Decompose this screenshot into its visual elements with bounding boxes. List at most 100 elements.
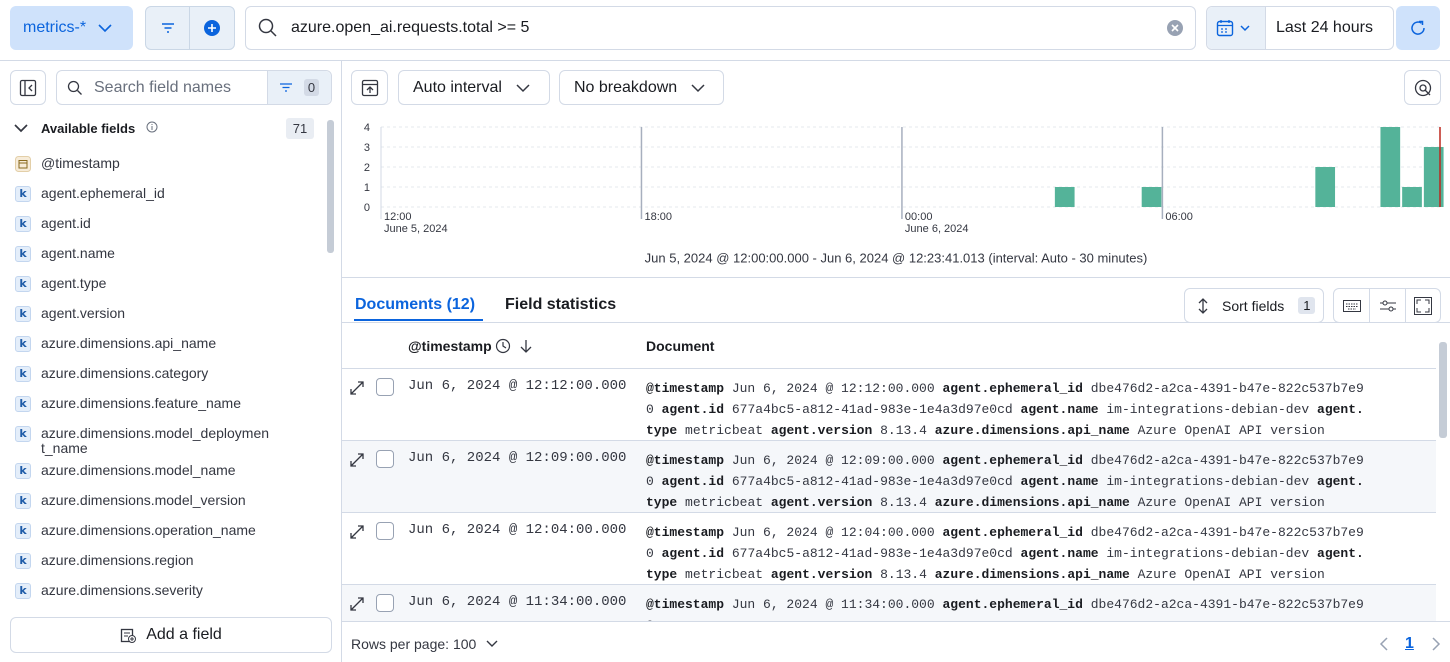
add-field-icon xyxy=(121,628,137,643)
field-item[interactable]: k azure.dimensions.feature_name xyxy=(10,389,322,419)
row-checkbox[interactable] xyxy=(376,378,394,396)
keyboard-button[interactable] xyxy=(1334,289,1370,322)
field-item[interactable]: k agent.name xyxy=(10,239,322,269)
display-settings-button[interactable] xyxy=(1370,289,1406,322)
field-value: 677a4bc5-a812-41ad-983e-1e4a3d97e0cd xyxy=(731,474,1013,489)
bar xyxy=(1402,187,1422,207)
column-header-document[interactable]: Document xyxy=(646,338,715,354)
field-value: dbe476d2-a2ca-4391-b47e-822c537b7e90 xyxy=(646,525,1364,561)
field-item[interactable]: k agent.version xyxy=(10,299,322,329)
sidebar-border xyxy=(341,61,342,662)
date-token xyxy=(15,156,31,172)
field-item[interactable]: k azure.dimensions.model_name xyxy=(10,456,322,486)
field-name: agent.type xyxy=(41,275,107,291)
field-item[interactable]: k agent.type xyxy=(10,269,322,299)
field-item[interactable]: k agent.ephemeral_id xyxy=(10,179,322,209)
field-key: agent.version xyxy=(770,423,873,438)
filter-menu-button[interactable] xyxy=(146,7,190,49)
field-item[interactable]: k azure.dimensions.model_version xyxy=(10,486,322,516)
quick-select-button[interactable] xyxy=(1207,7,1266,49)
filter-icon xyxy=(279,83,292,92)
collapse-sidebar-button[interactable] xyxy=(10,70,46,105)
refresh-button[interactable] xyxy=(1396,6,1440,50)
field-search[interactable]: Search field names 0 xyxy=(56,70,332,105)
sort-fields-button[interactable]: Sort fields 1 xyxy=(1184,288,1324,323)
data-view-button[interactable]: metrics-* xyxy=(10,6,133,50)
document-summary: @timestamp Jun 6, 2024 @ 12:04:00.000 ag… xyxy=(646,522,1366,585)
breakdown-label: No breakdown xyxy=(574,78,678,96)
date-picker[interactable]: Last 24 hours xyxy=(1206,6,1394,50)
row-checkbox[interactable] xyxy=(376,522,394,540)
field-value: dbe476d2-a2ca-4391-b47e-822c537b7e90 xyxy=(646,453,1364,489)
field-item[interactable]: k azure.dimensions.severity xyxy=(10,576,322,606)
breakdown-select[interactable]: No breakdown xyxy=(559,70,724,105)
field-item[interactable]: k azure.dimensions.category xyxy=(10,359,322,389)
sort-indicators[interactable] xyxy=(495,338,535,354)
chart-toggle-button[interactable] xyxy=(351,70,388,105)
expand-button[interactable] xyxy=(350,597,364,611)
available-fields-label: Available fields xyxy=(41,121,136,136)
x-tick-label: 06:00 xyxy=(1165,211,1193,223)
row-checkbox[interactable] xyxy=(376,594,394,612)
chevron xyxy=(691,83,705,92)
column-header-timestamp[interactable]: @timestamp xyxy=(408,338,492,354)
field-value: dbe476d2-a2ca-4391-b47e-822c537b7e90 xyxy=(646,597,1364,621)
field-item[interactable]: k azure.dimensions.api_name xyxy=(10,329,322,359)
field-item[interactable]: k azure.dimensions.model_deployment_name xyxy=(10,419,322,456)
field-key: agent.ephemeral_id xyxy=(942,525,1083,540)
field-item[interactable]: @timestamp xyxy=(10,149,322,179)
document-row: Jun 6, 2024 @ 11:34:00.000 @timestamp Jun… xyxy=(342,585,1436,621)
rows-per-page[interactable]: Rows per page: 100 xyxy=(351,636,498,652)
keyword-token: k xyxy=(15,553,31,569)
field-item[interactable]: k azure.dimensions.region xyxy=(10,546,322,576)
query-bar[interactable]: azure.open_ai.requests.total >= 5 xyxy=(245,6,1196,50)
row-checkbox[interactable] xyxy=(376,450,394,468)
time-range-label: Last 24 hours xyxy=(1276,19,1373,36)
field-value: Jun 6, 2024 @ 12:09:00.000 xyxy=(731,453,935,468)
field-value: dbe476d2-a2ca-4391-b47e-822c537b7e90 xyxy=(646,381,1364,417)
field-item[interactable]: k azure.dimensions.operation_name xyxy=(10,516,322,546)
available-fields-count: 71 xyxy=(286,118,314,139)
inspect-button[interactable] xyxy=(1404,70,1441,105)
field-item[interactable]: k agent.id xyxy=(10,209,322,239)
calendar-icon xyxy=(1216,20,1250,37)
expand-button[interactable] xyxy=(350,381,364,395)
filter-group xyxy=(145,6,235,50)
expand-button[interactable] xyxy=(350,453,364,467)
field-key: @timestamp xyxy=(646,381,725,396)
previous-page[interactable] xyxy=(1378,637,1390,651)
settings-icon xyxy=(1379,300,1396,311)
field-key: agent.type xyxy=(646,546,1364,582)
collapse-icon xyxy=(19,79,37,96)
tab-documents[interactable]: Documents (12) xyxy=(355,296,476,313)
field-name: @timestamp xyxy=(41,155,120,171)
add-filter-button[interactable] xyxy=(190,19,234,37)
row-timestamp: Jun 6, 2024 @ 12:09:00.000 xyxy=(408,450,627,466)
keyword-token: k xyxy=(15,583,31,599)
field-name: azure.dimensions.model_version xyxy=(41,492,246,508)
field-list: @timestamp k agent.ephemeral_id k agent.id k a… xyxy=(10,149,322,607)
keyword-token: k xyxy=(15,463,31,479)
expand-button[interactable] xyxy=(350,525,364,539)
field-value: Jun 6, 2024 @ 12:12:00.000 xyxy=(731,381,935,396)
add-field-button[interactable]: Add a field xyxy=(10,617,332,653)
bar xyxy=(1054,187,1075,207)
keyword-token: k xyxy=(15,306,31,322)
field-value: im-integrations-debian-dev xyxy=(1106,402,1310,417)
current-page[interactable]: 1 xyxy=(1405,635,1414,652)
field-name: agent.id xyxy=(41,215,91,231)
fullscreen-button[interactable] xyxy=(1406,296,1440,315)
field-value: 8.13.4 xyxy=(880,423,927,438)
section-toggle[interactable] xyxy=(13,122,31,136)
field-value: 677a4bc5-a812-41ad-983e-1e4a3d97e0cd xyxy=(731,546,1013,561)
clear-query-button[interactable] xyxy=(1167,20,1183,36)
field-filter-button[interactable]: 0 xyxy=(267,71,331,104)
next-page[interactable] xyxy=(1430,637,1442,651)
divider xyxy=(342,322,1450,323)
field-name: azure.dimensions.feature_name xyxy=(41,395,242,411)
field-value: 677a4bc5-a812-41ad-983e-1e4a3d97e0cd xyxy=(731,402,1013,417)
tab-field-statistics[interactable]: Field statistics xyxy=(505,296,617,313)
interval-select[interactable]: Auto interval xyxy=(398,70,550,105)
grid-controls xyxy=(1333,288,1441,323)
document-summary: @timestamp Jun 6, 2024 @ 12:12:00.000 ag… xyxy=(646,378,1366,441)
